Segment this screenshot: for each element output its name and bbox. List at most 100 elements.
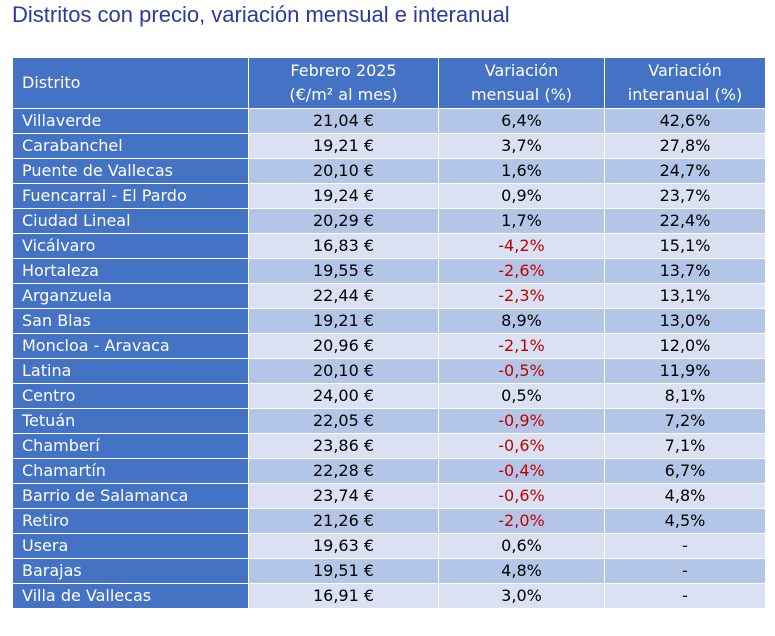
monthly-change-cell: -0,6% bbox=[438, 483, 605, 509]
district-cell: Carabanchel bbox=[12, 133, 249, 159]
district-cell: Hortaleza bbox=[12, 258, 249, 284]
table-row: Barrio de Salamanca 23,74 € -0,6% 4,8% bbox=[12, 483, 766, 509]
district-cell: Puente de Vallecas bbox=[12, 158, 249, 184]
monthly-change-cell: -0,6% bbox=[438, 433, 605, 459]
price-cell: 19,55 € bbox=[248, 258, 439, 284]
annual-change-cell: 12,0% bbox=[604, 333, 766, 359]
monthly-change-cell: -2,0% bbox=[438, 508, 605, 534]
table-row: Carabanchel 19,21 €3,7% 27,8% bbox=[12, 133, 766, 159]
annual-change-cell: 15,1% bbox=[604, 233, 766, 259]
price-cell: 19,63 € bbox=[248, 533, 439, 559]
districts-table: Distrito Febrero 2025 (€/m² al mes) Vari… bbox=[12, 57, 766, 609]
monthly-change-cell: 0,9% bbox=[438, 183, 605, 209]
table-row: Tetuán 22,05 € -0,9% 7,2% bbox=[12, 408, 766, 434]
table-row: Usera 19,63 €0,6% - bbox=[12, 533, 766, 559]
price-cell: 22,44 € bbox=[248, 283, 439, 309]
header-price: Febrero 2025 (€/m² al mes) bbox=[248, 57, 439, 109]
annual-change-cell: 6,7% bbox=[604, 458, 766, 484]
monthly-change-cell: -0,5% bbox=[438, 358, 605, 384]
price-cell: 20,96 € bbox=[248, 333, 439, 359]
table-row: Vicálvaro 16,83 € -4,2% 15,1% bbox=[12, 233, 766, 259]
monthly-change-cell: 0,5% bbox=[438, 383, 605, 409]
district-cell: Centro bbox=[12, 383, 249, 409]
annual-change-cell: 42,6% bbox=[604, 108, 766, 134]
annual-change-cell: 13,7% bbox=[604, 258, 766, 284]
annual-change-cell: 23,7% bbox=[604, 183, 766, 209]
monthly-change-cell: 3,7% bbox=[438, 133, 605, 159]
district-cell: Tetuán bbox=[12, 408, 249, 434]
table-row: Moncloa - Aravaca 20,96 € -2,1% 12,0% bbox=[12, 333, 766, 359]
price-cell: 20,29 € bbox=[248, 208, 439, 234]
price-cell: 16,91 € bbox=[248, 583, 439, 609]
district-cell: Moncloa - Aravaca bbox=[12, 333, 249, 359]
monthly-change-cell: 3,0% bbox=[438, 583, 605, 609]
district-cell: Latina bbox=[12, 358, 249, 384]
monthly-change-cell: -2,6% bbox=[438, 258, 605, 284]
price-cell: 21,26 € bbox=[248, 508, 439, 534]
table-row: Villaverde 21,04 €6,4% 42,6% bbox=[12, 108, 766, 134]
annual-change-cell: - bbox=[604, 583, 766, 609]
price-cell: 22,05 € bbox=[248, 408, 439, 434]
price-cell: 22,28 € bbox=[248, 458, 439, 484]
table-row: Puente de Vallecas 20,10 €1,6% 24,7% bbox=[12, 158, 766, 184]
table-row: Chamberí 23,86 € -0,6% 7,1% bbox=[12, 433, 766, 459]
table-row: Ciudad Lineal 20,29 €1,7% 22,4% bbox=[12, 208, 766, 234]
monthly-change-cell: -4,2% bbox=[438, 233, 605, 259]
annual-change-cell: 4,5% bbox=[604, 508, 766, 534]
header-annual-line1: Variación bbox=[648, 61, 722, 80]
price-cell: 20,10 € bbox=[248, 158, 439, 184]
price-cell: 23,74 € bbox=[248, 483, 439, 509]
header-monthly-line1: Variación bbox=[484, 61, 559, 80]
annual-change-cell: 13,1% bbox=[604, 283, 766, 309]
table-row: Latina 20,10 € -0,5% 11,9% bbox=[12, 358, 766, 384]
header-monthly-line2: mensual (%) bbox=[470, 85, 573, 104]
district-cell: Chamberí bbox=[12, 433, 249, 459]
annual-change-cell: 8,1% bbox=[604, 383, 766, 409]
header-annual-line2: interanual (%) bbox=[627, 85, 743, 104]
monthly-change-cell: -0,9% bbox=[438, 408, 605, 434]
monthly-change-cell: 1,6% bbox=[438, 158, 605, 184]
district-cell: Barrio de Salamanca bbox=[12, 483, 249, 509]
table-row: Fuencarral - El Pardo 19,24 €0,9% 23,7% bbox=[12, 183, 766, 209]
annual-change-cell: 7,1% bbox=[604, 433, 766, 459]
district-cell: Retiro bbox=[12, 508, 249, 534]
table-body: Villaverde 21,04 €6,4% 42,6% Carabanchel 19,… bbox=[12, 108, 766, 609]
district-cell: Arganzuela bbox=[12, 283, 249, 309]
annual-change-cell: - bbox=[604, 558, 766, 584]
monthly-change-cell: -2,3% bbox=[438, 283, 605, 309]
monthly-change-cell: -0,4% bbox=[438, 458, 605, 484]
monthly-change-cell: 8,9% bbox=[438, 308, 605, 334]
header-annual: Variación interanual (%) bbox=[604, 57, 766, 109]
monthly-change-cell: 0,6% bbox=[438, 533, 605, 559]
district-cell: Villaverde bbox=[12, 108, 249, 134]
price-cell: 19,21 € bbox=[248, 133, 439, 159]
table-row: Chamartín 22,28 € -0,4% 6,7% bbox=[12, 458, 766, 484]
district-cell: Villa de Vallecas bbox=[12, 583, 249, 609]
annual-change-cell: 13,0% bbox=[604, 308, 766, 334]
district-cell: Usera bbox=[12, 533, 249, 559]
header-district: Distrito bbox=[12, 57, 249, 109]
price-cell: 19,21 € bbox=[248, 308, 439, 334]
price-cell: 23,86 € bbox=[248, 433, 439, 459]
annual-change-cell: - bbox=[604, 533, 766, 559]
header-price-line2: (€/m² al mes) bbox=[289, 85, 398, 104]
district-cell: Ciudad Lineal bbox=[12, 208, 249, 234]
district-cell: Fuencarral - El Pardo bbox=[12, 183, 249, 209]
district-cell: San Blas bbox=[12, 308, 249, 334]
annual-change-cell: 27,8% bbox=[604, 133, 766, 159]
table-row: San Blas 19,21 €8,9% 13,0% bbox=[12, 308, 766, 334]
table-header-row: Distrito Febrero 2025 (€/m² al mes) Vari… bbox=[12, 57, 766, 109]
monthly-change-cell: 6,4% bbox=[438, 108, 605, 134]
district-cell: Barajas bbox=[12, 558, 249, 584]
annual-change-cell: 7,2% bbox=[604, 408, 766, 434]
table-row: Hortaleza 19,55 € -2,6% 13,7% bbox=[12, 258, 766, 284]
price-cell: 24,00 € bbox=[248, 383, 439, 409]
district-cell: Vicálvaro bbox=[12, 233, 249, 259]
monthly-change-cell: 4,8% bbox=[438, 558, 605, 584]
price-cell: 20,10 € bbox=[248, 358, 439, 384]
header-price-line1: Febrero 2025 bbox=[290, 61, 397, 80]
monthly-change-cell: 1,7% bbox=[438, 208, 605, 234]
page-title: Distritos con precio, variación mensual … bbox=[12, 2, 510, 27]
monthly-change-cell: -2,1% bbox=[438, 333, 605, 359]
price-cell: 16,83 € bbox=[248, 233, 439, 259]
